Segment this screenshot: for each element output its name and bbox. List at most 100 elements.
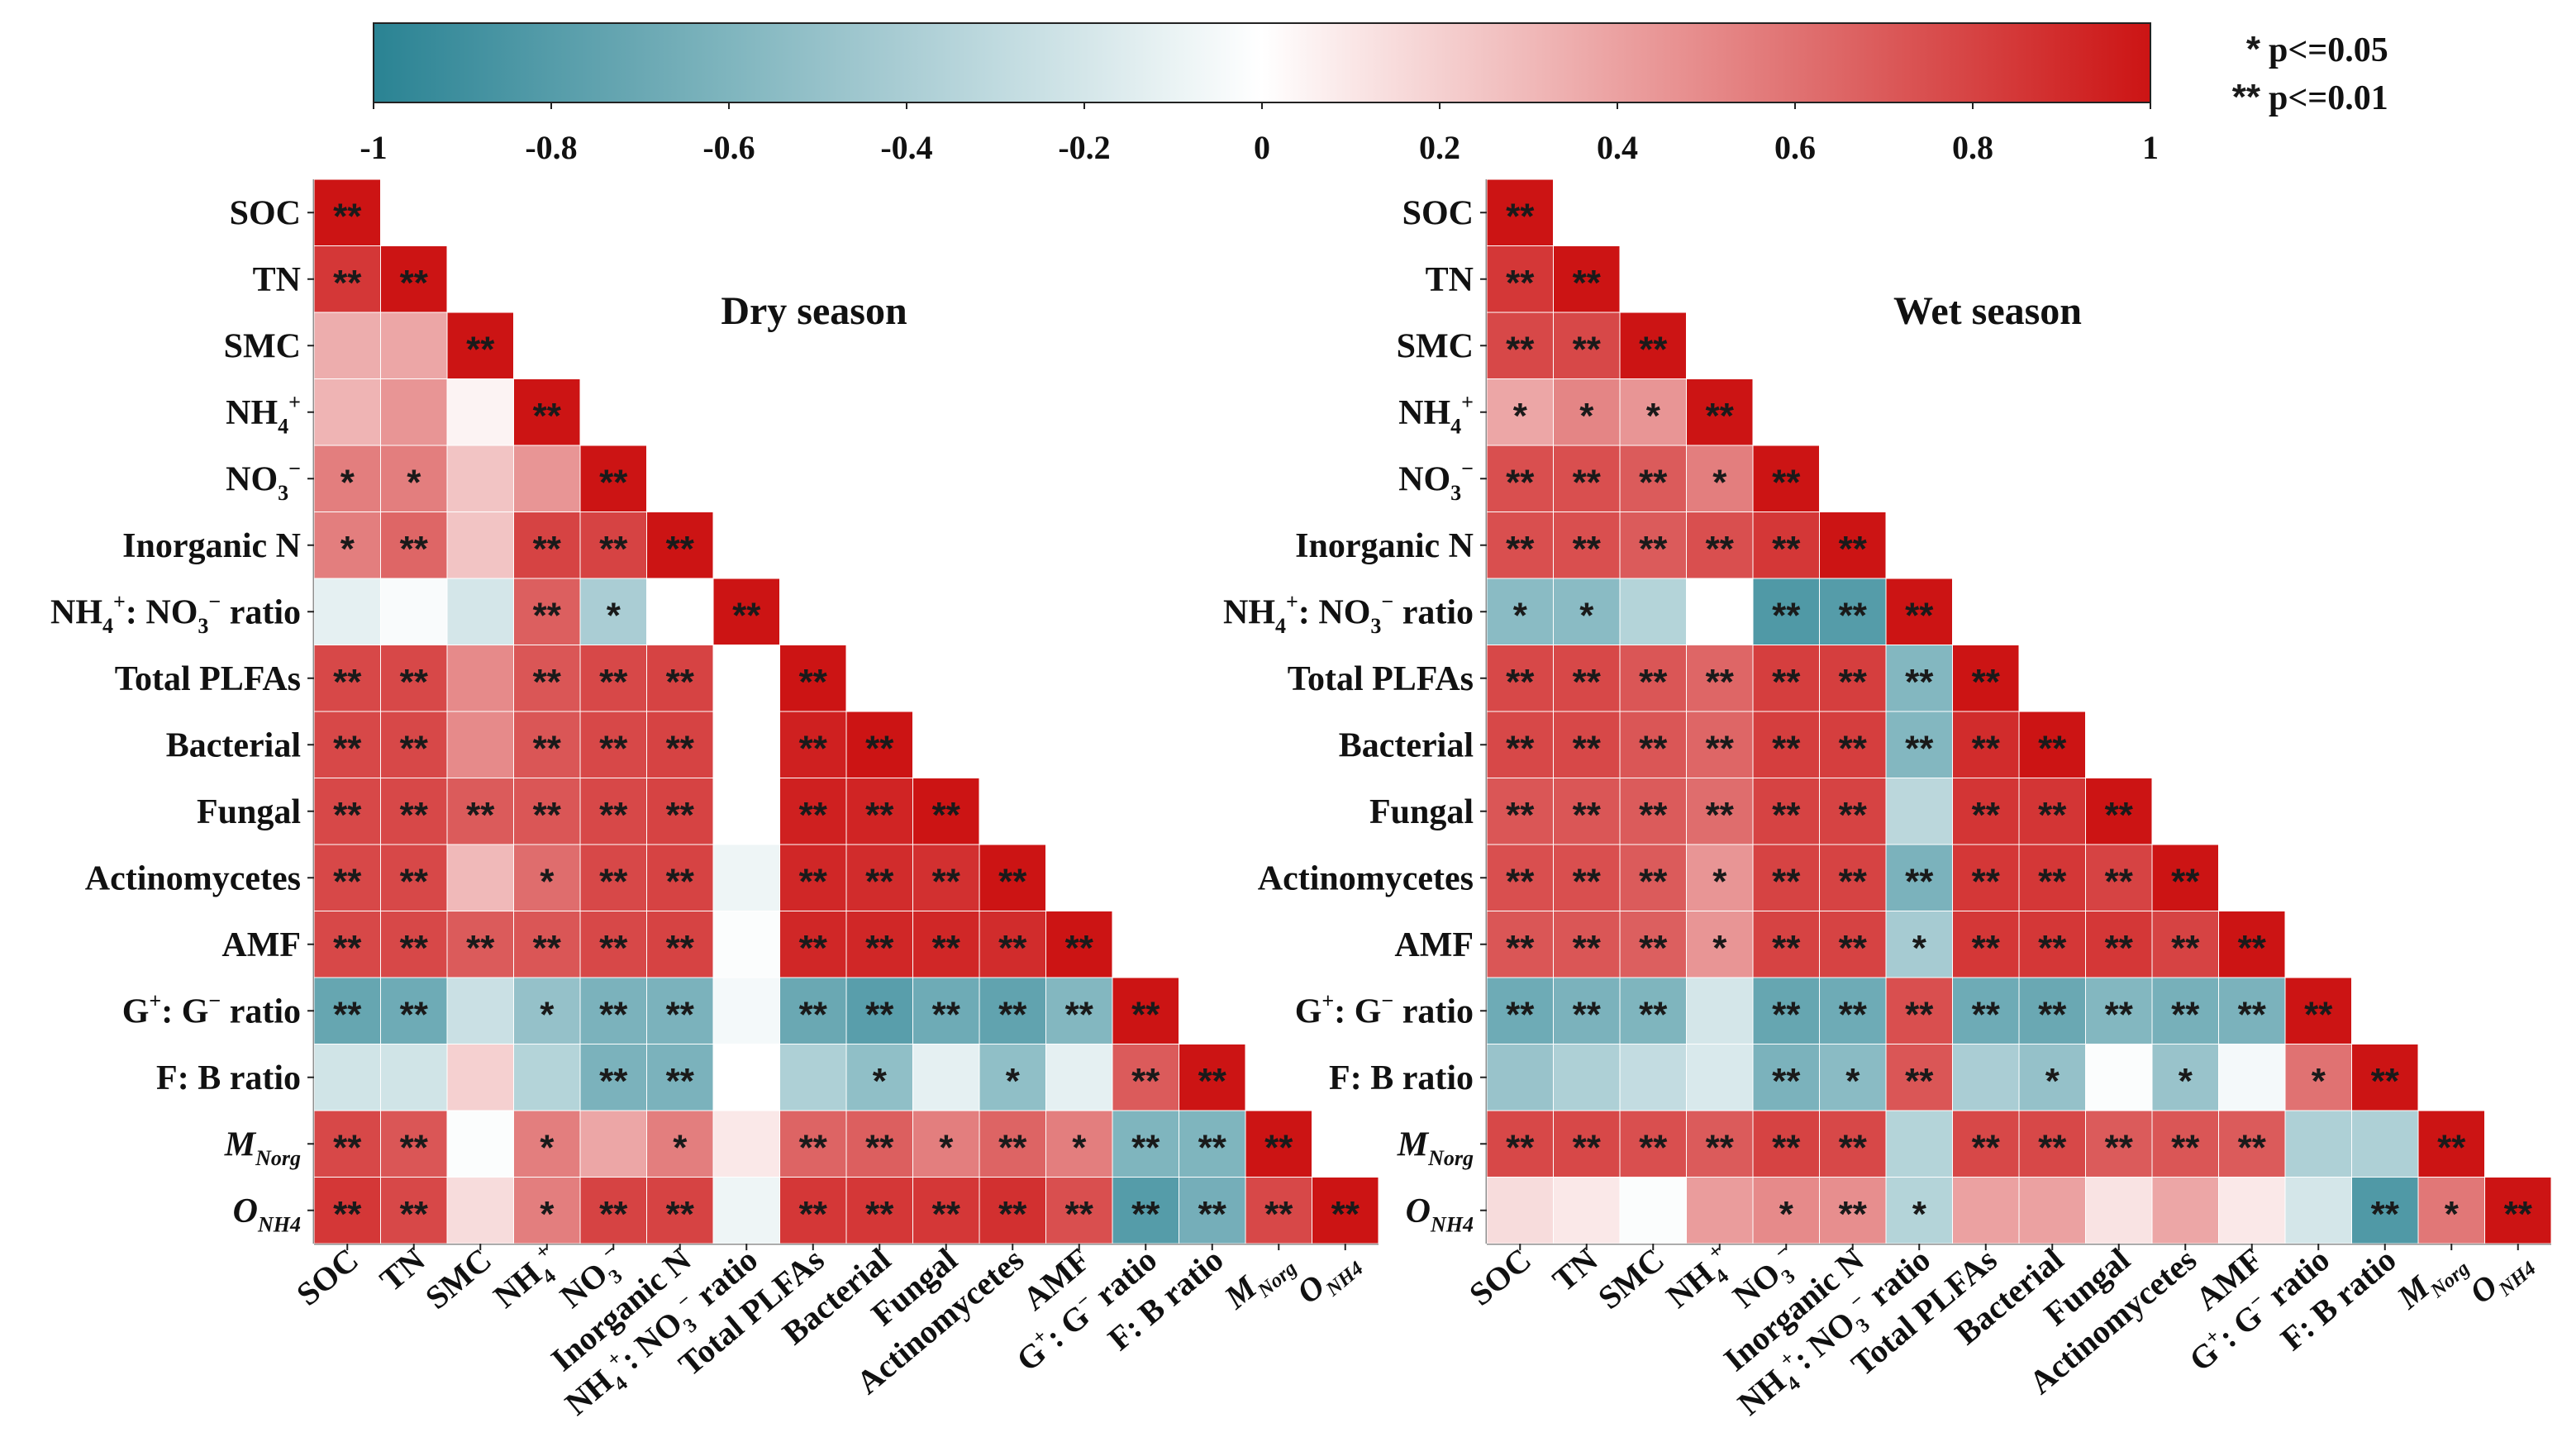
significance-mark: ** bbox=[1506, 662, 1535, 702]
significance-mark: ** bbox=[1706, 1127, 1735, 1168]
significance-mark: ** bbox=[533, 795, 562, 835]
significance-mark: ** bbox=[1065, 1194, 1094, 1235]
heatmap-cell bbox=[579, 645, 647, 712]
heatmap-cell bbox=[446, 1177, 514, 1244]
heatmap-cell bbox=[712, 1177, 780, 1244]
row-label-onh4: ONH4 bbox=[1406, 1192, 1474, 1237]
significance-mark: ** bbox=[1198, 1127, 1227, 1168]
heatmap-cell bbox=[912, 1177, 980, 1244]
significance-mark: ** bbox=[1905, 595, 1934, 635]
heatmap-cell bbox=[779, 1110, 847, 1178]
column-label-nh4-plus: NH4+ bbox=[485, 1240, 569, 1320]
significance-mark: ** bbox=[1573, 462, 1602, 502]
heatmap-cell bbox=[845, 778, 913, 845]
heatmap-cell bbox=[579, 1177, 647, 1244]
row-label-bacterial: Bacterial bbox=[1339, 726, 1474, 764]
significance-mark: ** bbox=[799, 728, 828, 768]
heatmap-cell bbox=[979, 977, 1046, 1044]
heatmap-cell bbox=[2085, 1044, 2153, 1111]
row-label-smc: SMC bbox=[1397, 327, 1474, 365]
heatmap-cell bbox=[2284, 1044, 2352, 1111]
heatmap-cell bbox=[2018, 1177, 2086, 1244]
heatmap-cell bbox=[1686, 1110, 1754, 1178]
heatmap-cell bbox=[1245, 1177, 1312, 1244]
significance-mark: ** bbox=[2038, 1127, 2067, 1168]
significance-mark: ** bbox=[1839, 595, 1868, 635]
heatmap-cell bbox=[845, 1110, 913, 1178]
heatmap-cell bbox=[1553, 512, 1621, 579]
heatmap-cell bbox=[712, 578, 780, 645]
significance-mark: ** bbox=[865, 795, 894, 835]
significance-mark: ** bbox=[666, 1194, 695, 1235]
heatmap-cell bbox=[1819, 645, 1887, 712]
heatmap-cell bbox=[1752, 911, 1820, 978]
heatmap-cell bbox=[1952, 1110, 2020, 1178]
heatmap-cell bbox=[513, 512, 581, 579]
heatmap-cell bbox=[1885, 711, 1953, 778]
heatmap-cell bbox=[1553, 911, 1621, 978]
significance-mark: * bbox=[1513, 595, 1528, 635]
significance-mark: ** bbox=[1639, 662, 1668, 702]
significance-mark: * bbox=[2179, 1061, 2193, 1102]
heatmap-cell bbox=[1619, 645, 1687, 712]
heatmap-cell bbox=[1819, 512, 1887, 579]
significance-mark: ** bbox=[1639, 462, 1668, 502]
heatmap-cell bbox=[1619, 445, 1687, 512]
significance-mark: ** bbox=[1264, 1127, 1293, 1168]
heatmap-cell bbox=[446, 977, 514, 1044]
significance-mark: * bbox=[1912, 928, 1927, 968]
significance-mark: ** bbox=[998, 861, 1027, 902]
significance-mark: * bbox=[540, 861, 555, 902]
column-label-soc: SOC bbox=[289, 1240, 365, 1312]
row-label-total-plfas: Total PLFAs bbox=[1288, 660, 1474, 698]
significance-mark: ** bbox=[533, 662, 562, 702]
heatmap-cell bbox=[1619, 578, 1687, 645]
heatmap-cell bbox=[2218, 1044, 2286, 1111]
row-label-g-plus-g-minus-ratio: G+: G− ratio bbox=[1295, 989, 1474, 1031]
row-label-g-plus-g-minus-ratio: G+: G− ratio bbox=[122, 989, 301, 1031]
heatmap-cell bbox=[845, 844, 913, 911]
heatmap-cell bbox=[446, 1044, 514, 1111]
heatmap-cell bbox=[380, 1177, 448, 1244]
heatmap-cell bbox=[313, 378, 381, 446]
significance-mark: ** bbox=[599, 529, 628, 569]
significance-mark: ** bbox=[400, 861, 429, 902]
significance-mark: ** bbox=[533, 728, 562, 768]
row-label-soc: SOC bbox=[230, 194, 301, 232]
significance-mark: ** bbox=[1573, 795, 1602, 835]
heatmap-cell bbox=[380, 645, 448, 712]
heatmap-cell bbox=[1686, 512, 1754, 579]
significance-mark: ** bbox=[1198, 1194, 1227, 1235]
row-label-amf: AMF bbox=[1394, 926, 1474, 964]
significance-mark: ** bbox=[599, 928, 628, 968]
significance-mark: ** bbox=[1706, 662, 1735, 702]
significance-mark: ** bbox=[1264, 1194, 1293, 1235]
significance-mark: ** bbox=[732, 595, 761, 635]
significance-mark: ** bbox=[1131, 994, 1160, 1035]
heatmap-cell bbox=[2151, 977, 2219, 1044]
heatmap-cell bbox=[2417, 1177, 2485, 1244]
heatmap-cell bbox=[446, 778, 514, 845]
significance-mark: ** bbox=[1506, 994, 1535, 1035]
significance-mark: * bbox=[540, 1127, 555, 1168]
significance-mark: ** bbox=[1573, 861, 1602, 902]
heatmap-cell bbox=[845, 1177, 913, 1244]
row-label-tn: TN bbox=[1426, 261, 1474, 299]
significance-mark: ** bbox=[1506, 196, 1535, 236]
heatmap-cell bbox=[313, 844, 381, 911]
significance-mark: ** bbox=[2171, 861, 2200, 902]
row-label-inorganic-n: Inorganic N bbox=[1295, 527, 1474, 565]
colorbar-tick-label: 0.8 bbox=[1952, 129, 1993, 166]
heatmap-cell bbox=[646, 911, 714, 978]
significance-mark: ** bbox=[2038, 795, 2067, 835]
significance-mark: ** bbox=[2038, 728, 2067, 768]
heatmap-cell bbox=[2018, 1110, 2086, 1178]
significance-mark: ** bbox=[599, 1194, 628, 1235]
heatmap-cell bbox=[1952, 645, 2020, 712]
significance-mark: ** bbox=[1506, 795, 1535, 835]
heatmap-cell bbox=[712, 645, 780, 712]
heatmap-cell bbox=[912, 977, 980, 1044]
row-label-smc: SMC bbox=[224, 327, 301, 365]
heatmap-cell bbox=[513, 711, 581, 778]
heatmap-cell bbox=[1885, 977, 1953, 1044]
